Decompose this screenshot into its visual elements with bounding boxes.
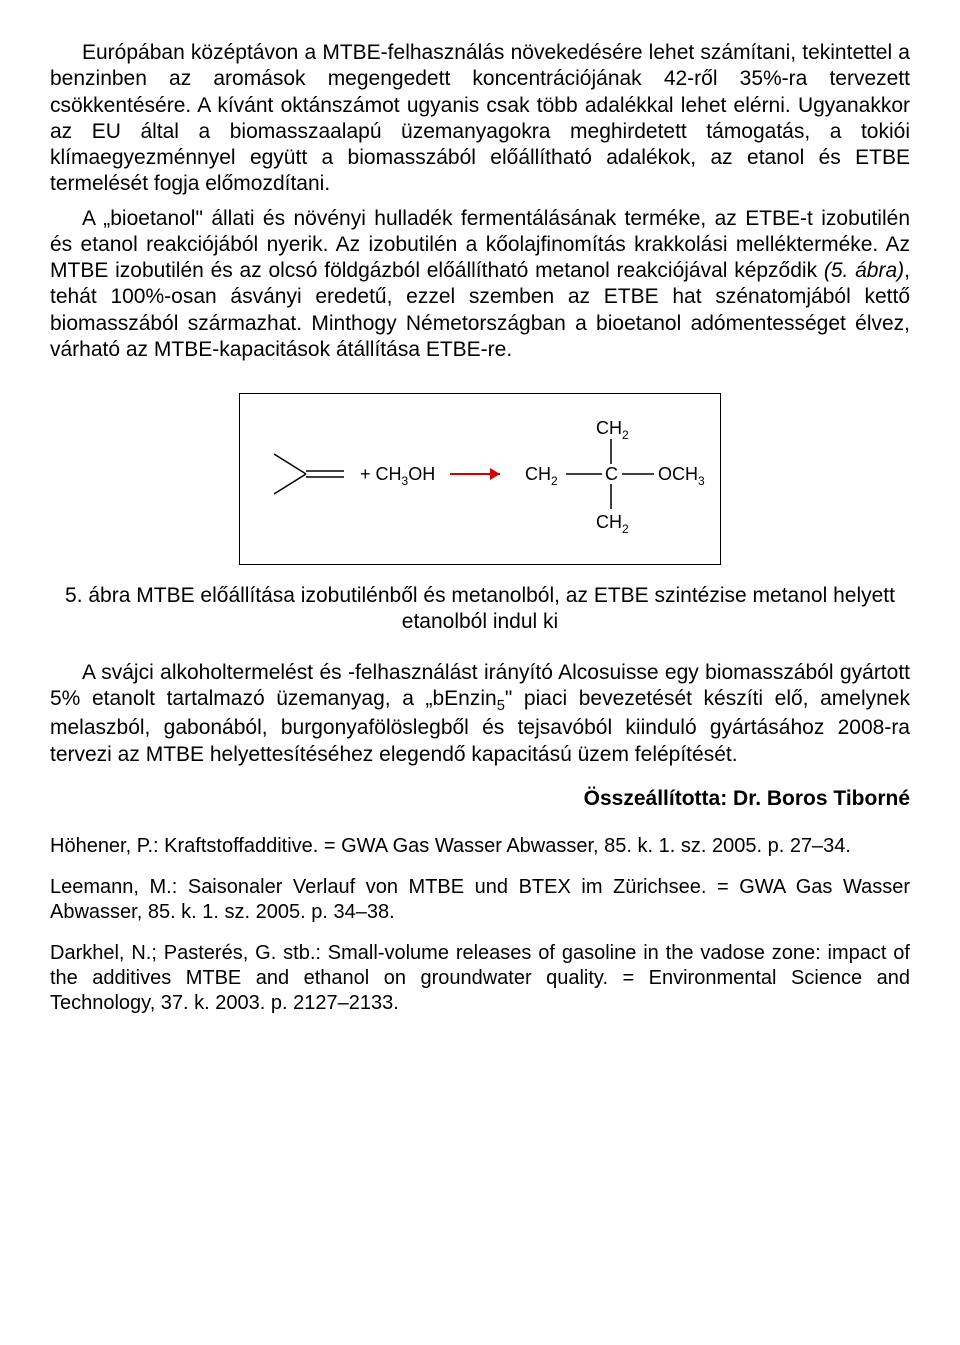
reaction-arrow-icon [450,468,500,480]
label-ch2-top: CH2 [596,418,629,442]
figure-caption: 5. ábra MTBE előállítása izobutilénből é… [50,583,910,636]
ref1-text: Höhener, P.: Kraftstoffadditive. = GWA G… [50,835,851,857]
label-ch2-mid: CH2 [525,464,558,488]
paragraph-2: A „bioetanol" állati és növényi hulladék… [50,206,910,364]
reference-2: Leemann, M.: Saisonaler Verlauf von MTBE… [50,875,910,925]
label-plus-ch3oh: + CH3OH [360,464,435,488]
paragraph-3: A svájci alkoholtermelést és -felhasznál… [50,660,910,768]
reference-1: Höhener, P.: Kraftstoffadditive. = GWA G… [50,834,910,859]
paragraph-1: Európában középtávon a MTBE-felhasználás… [50,40,910,198]
ref2-text: Leemann, M.: Saisonaler Verlauf von MTBE… [50,876,910,923]
author-byline: Összeállította: Dr. Boros Tiborné [50,786,910,812]
reference-3: Darkhel, N.; Pasterés, G. stb.: Small-vo… [50,941,910,1016]
caption-text: 5. ábra MTBE előállítása izobutilénből é… [65,584,895,633]
label-och3: OCH3 [658,464,705,488]
byline-text: Összeállította: Dr. Boros Tiborné [584,787,910,810]
isobutylene-icon [274,454,344,494]
text-p1: Európában középtávon a MTBE-felhasználás… [50,41,910,195]
ref3-text: Darkhel, N.; Pasterés, G. stb.: Small-vo… [50,942,910,1014]
text-p2-before: A „bioetanol" állati és növényi hulladék… [50,207,910,283]
label-c-center: C [605,464,618,484]
reaction-diagram: + CH3OH CH2 C CH2 CH2 OCH3 [239,393,721,565]
text-p2-italic: (5. ábra) [824,259,904,282]
reaction-svg: + CH3OH CH2 C CH2 CH2 OCH3 [240,394,720,564]
label-ch2-bot: CH2 [596,512,629,536]
text-p3-sub: 5 [497,698,505,714]
